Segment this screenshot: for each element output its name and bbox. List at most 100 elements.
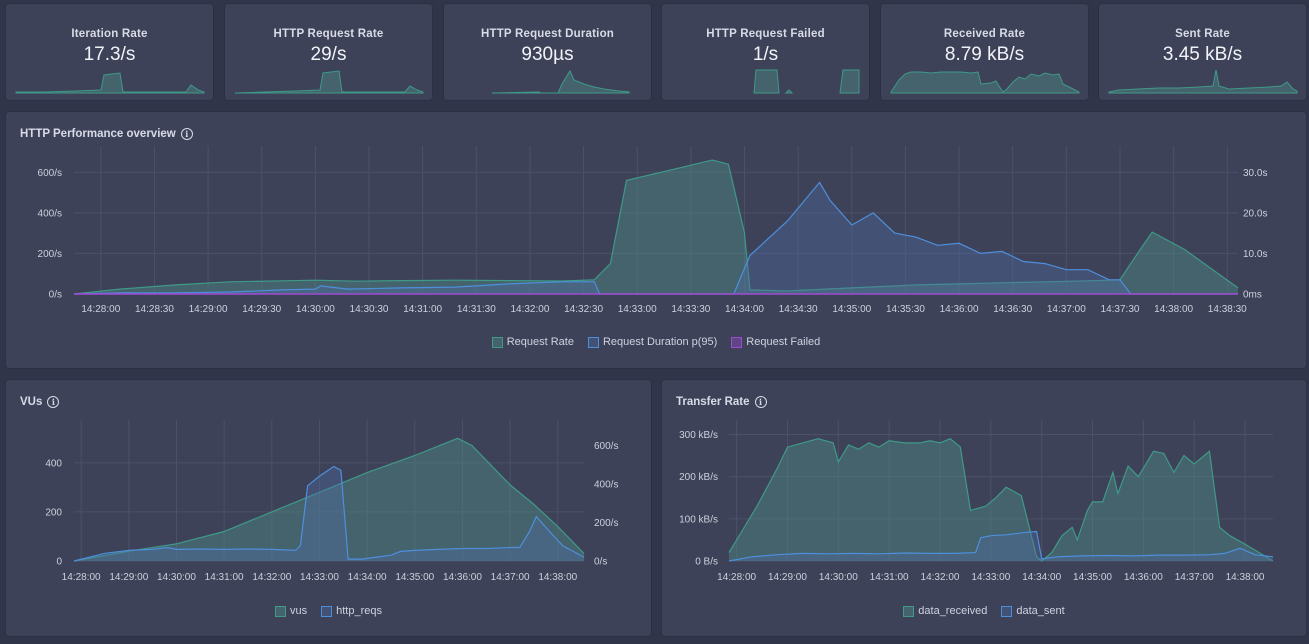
y-tick-label-right: 10.0s	[1243, 249, 1267, 260]
grid-lines	[729, 420, 1273, 562]
x-tick-label: 14:31:00	[205, 572, 244, 583]
x-tick-label: 14:28:30	[135, 304, 174, 315]
legend-item-data-sent[interactable]: data_sent	[1001, 605, 1065, 617]
sparkline	[753, 69, 860, 94]
x-tick-label: 14:29:00	[109, 572, 148, 583]
x-tick-label: 14:38:30	[1208, 304, 1247, 315]
x-tick-label: 14:36:30	[993, 304, 1032, 315]
stat-title: HTTP Request Failed	[706, 28, 825, 40]
x-tick-label: 14:32:30	[564, 304, 603, 315]
legend-item-request-failed[interactable]: Request Failed	[731, 336, 820, 348]
legend-swatch-icon	[587, 336, 599, 348]
series-layer	[728, 438, 1274, 562]
legend-item-http-reqs[interactable]: http_reqs	[321, 605, 382, 617]
info-icon[interactable]: i	[180, 128, 193, 140]
series-line-request-duration-p-95-	[73, 181, 1238, 295]
stat-value: 29/s	[310, 44, 347, 65]
info-icon[interactable]: i	[47, 396, 60, 408]
panel-title-text: VUs	[20, 396, 43, 408]
legend-item-request-rate[interactable]: Request Rate	[491, 336, 574, 348]
axis-labels: 14:28:00 14:28:30 14:29:00 14:29:30 14:30:00…	[38, 168, 1268, 315]
x-tick-label: 14:34:00	[348, 572, 387, 583]
stat-title: Sent Rate	[1175, 28, 1230, 40]
stat-card-sent-rate: Sent Rate 3.45 kB/s	[1099, 4, 1306, 100]
x-tick-label: 14:28:00	[717, 572, 756, 583]
legend-label: Request Rate	[506, 336, 574, 348]
y-tick-label-left: 0 B/s	[695, 557, 718, 568]
x-tick-label: 14:33:00	[300, 572, 339, 583]
stat-card-http-request-duration: HTTP Request Duration 930µs	[444, 4, 651, 100]
chart-legend: vus http_reqs	[6, 605, 651, 617]
x-tick-label: 14:33:30	[671, 304, 710, 315]
x-tick-label: 14:37:00	[1047, 304, 1086, 315]
stat-title: HTTP Request Duration	[480, 28, 615, 40]
series-layer	[73, 437, 585, 562]
legend-swatch-icon	[275, 605, 286, 617]
stat-value: 1/s	[752, 44, 779, 65]
x-tick-label: 14:32:00	[510, 304, 549, 315]
x-tick-label: 14:29:00	[189, 304, 228, 315]
x-tick-label: 14:38:00	[1226, 572, 1265, 583]
legend-swatch-icon	[491, 336, 503, 348]
series-area-request-rate	[74, 160, 1238, 294]
panel-title: HTTP Performance overview i	[20, 128, 193, 140]
info-icon[interactable]: i	[754, 396, 767, 408]
y-tick-label-right: 200/s	[594, 518, 618, 529]
legend-label: http_reqs	[336, 605, 382, 617]
series-line-vus	[73, 437, 585, 562]
series-area-vus	[74, 438, 584, 561]
x-tick-label: 14:29:30	[242, 304, 281, 315]
sparkline	[1108, 69, 1298, 94]
legend-item-request-duration[interactable]: Request Duration p(95)	[587, 336, 717, 348]
y-tick-label-right: 20.0s	[1243, 208, 1267, 219]
http-performance-panel: HTTP Performance overview i 14:28:00 14:2…	[6, 112, 1306, 368]
vus-chart: 14:28:00 14:29:00 14:30:00 14:31:00 14:32:00…	[45, 420, 618, 583]
x-tick-label: 14:35:00	[832, 304, 871, 315]
stat-value: 930µs	[521, 44, 574, 65]
vus-panel: VUs i 14:28:00 14:29:00 14:30:00 14:31:00 14…	[6, 380, 651, 636]
series-layer	[73, 159, 1239, 295]
x-tick-label: 14:28:00	[81, 304, 120, 315]
y-tick-label-left: 200	[45, 507, 62, 518]
sparkline-area	[491, 69, 630, 94]
legend-item-vus[interactable]: vus	[275, 605, 307, 617]
y-tick-label-left: 0/s	[49, 290, 62, 301]
x-tick-label: 14:31:00	[870, 572, 909, 583]
stat-title: Received Rate	[943, 28, 1026, 40]
legend-swatch-icon	[731, 336, 743, 348]
x-tick-label: 14:36:00	[940, 304, 979, 315]
x-tick-label: 14:30:00	[819, 572, 858, 583]
sparkline-area	[839, 69, 860, 94]
x-tick-label: 14:34:00	[1022, 572, 1061, 583]
x-tick-label: 14:30:00	[296, 304, 335, 315]
sparkline	[890, 71, 1080, 94]
y-tick-label-left: 400	[45, 458, 62, 469]
y-tick-label-left: 200 kB/s	[679, 472, 718, 483]
y-tick-label-right: 0ms	[1243, 290, 1262, 301]
legend-label: Request Failed	[746, 336, 821, 348]
chart-legend: data_received data_sent	[662, 605, 1306, 617]
x-tick-label: 14:32:00	[921, 572, 960, 583]
sparkline-area	[784, 89, 794, 94]
x-tick-label: 14:32:00	[252, 572, 291, 583]
sparkline-area	[234, 70, 424, 94]
axis-labels: 14:28:00 14:29:00 14:30:00 14:31:00 14:32:00…	[45, 441, 618, 583]
http-performance-chart: 14:28:00 14:28:30 14:29:00 14:29:30 14:30:00…	[38, 146, 1268, 315]
series-line-data-sent	[728, 530, 1274, 562]
x-tick-label: 14:34:30	[779, 304, 818, 315]
x-tick-label: 14:38:00	[1154, 304, 1193, 315]
x-tick-label: 14:36:00	[443, 572, 482, 583]
sparkline	[234, 70, 424, 94]
stat-card-iteration-rate: Iteration Rate 17.3/s	[6, 4, 213, 100]
y-tick-label-left: 400/s	[38, 208, 62, 219]
stat-card-received-rate: Received Rate 8.79 kB/s	[881, 4, 1088, 100]
legend-item-data-received[interactable]: data_received	[903, 605, 987, 617]
y-tick-label-right: 600/s	[594, 441, 618, 452]
y-tick-label-left: 200/s	[38, 249, 62, 260]
series-line-http-reqs	[73, 465, 585, 562]
y-tick-label-right: 0/s	[594, 557, 607, 568]
x-tick-label: 14:29:00	[768, 572, 807, 583]
series-area-http-reqs	[74, 466, 584, 561]
stat-card-http-request-rate: HTTP Request Rate 29/s	[225, 4, 432, 100]
sparkline-area	[753, 69, 780, 94]
